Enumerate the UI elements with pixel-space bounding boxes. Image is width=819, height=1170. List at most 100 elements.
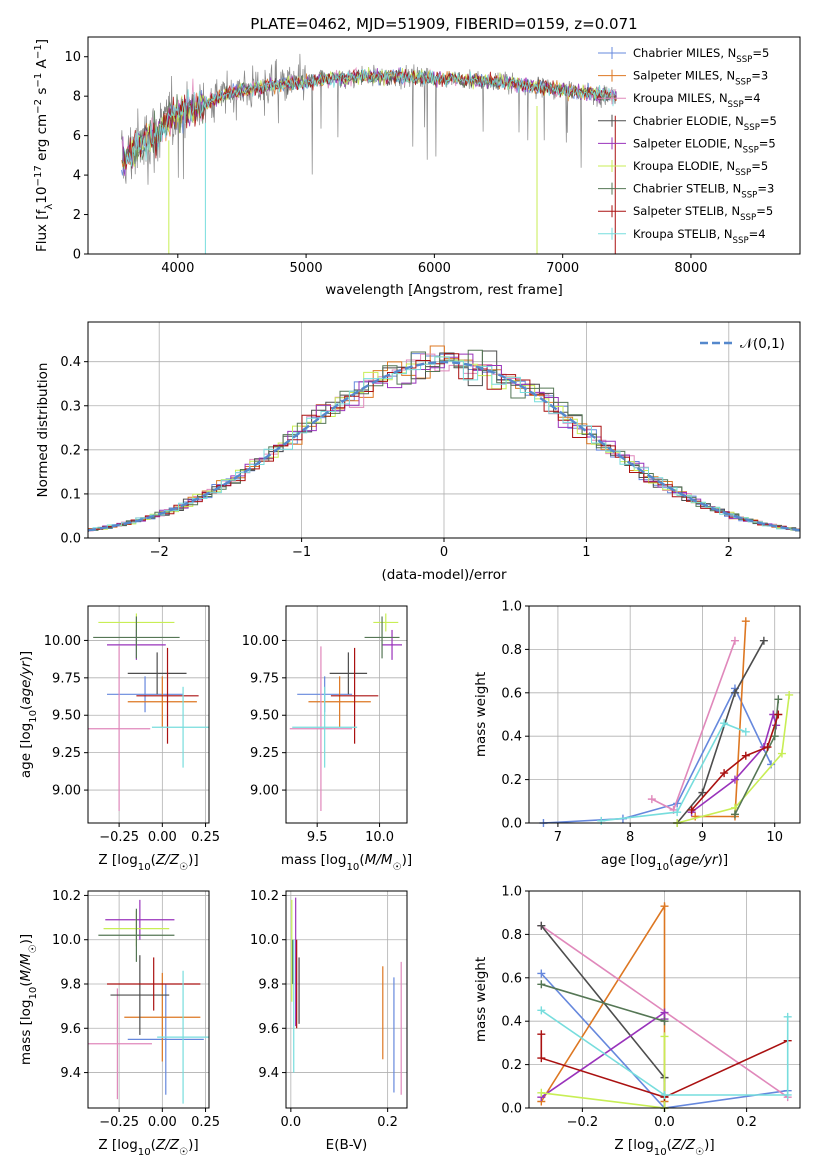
label-part: )] [188, 1137, 199, 1153]
label-part: ] [34, 39, 50, 44]
errorbar-point-kroupa_stelib [151, 686, 209, 768]
label-part: −2 [33, 99, 44, 114]
errorbar-point-chabrier_stelib [98, 908, 175, 962]
x-tick-label: −2 [150, 545, 169, 560]
y-tick-label: 1.0 [501, 600, 522, 615]
errorbar-point-kroupa_elodie [373, 613, 399, 632]
point-marker [647, 795, 656, 804]
label-part: SSP [740, 213, 756, 223]
series-line [540, 925, 666, 1108]
x-tick-label: 5000 [290, 261, 323, 276]
x-tick-label: 10 [766, 830, 783, 845]
model-spectrum-kroupa_elodie [122, 67, 617, 170]
y-axis-label: mass [log10(M/M☉)] [18, 934, 39, 1065]
label-part: ☉ [393, 862, 402, 873]
label-part: 10 [138, 1147, 151, 1158]
label-part: Z [log [98, 852, 137, 868]
label-part: λ [44, 204, 55, 210]
errorbar-point-chabrier_miles [127, 984, 204, 1095]
x-axis-label: Z [log10(Z/Z☉)] [98, 852, 198, 873]
model-spectrum-kroupa_stelib [124, 69, 617, 167]
label-part: Kroupa MILES, N [633, 91, 728, 105]
point-marker [730, 636, 739, 645]
y-tick-label: 0.2 [60, 443, 81, 458]
series-line [676, 694, 790, 824]
axes-frame [87, 605, 210, 824]
series-line [541, 983, 665, 1022]
x-tick-label: −1 [292, 545, 311, 560]
point-marker [720, 769, 729, 778]
point-marker [537, 1054, 546, 1063]
y-tick-label: 9.50 [52, 709, 81, 724]
label-part: =3 [757, 182, 774, 196]
y-tick-label: 0.0 [60, 532, 81, 547]
point-marker [785, 690, 794, 699]
label-part: 10 [28, 710, 39, 723]
y-tick-label: 0.4 [501, 1015, 522, 1030]
label-part: SSP [736, 55, 752, 65]
y-tick-label: 0.6 [501, 686, 522, 701]
label-part: =5 [751, 159, 768, 173]
series-chabrier_stelib [537, 980, 669, 1026]
x-tick-label: 7 [554, 830, 562, 845]
y-tick-label: 8 [73, 90, 81, 105]
x-axis-label: Z [log10(Z/Z☉)] [98, 1137, 198, 1158]
label-part: SSP [733, 236, 749, 246]
series-chabrier_stelib [730, 695, 783, 819]
label-part: 10 [28, 987, 39, 1000]
label-part: ( [669, 852, 674, 868]
axes-frame [87, 36, 801, 255]
point-marker [763, 743, 772, 752]
point-marker [777, 749, 786, 758]
y-tick-label: 9.8 [258, 978, 279, 993]
label-part: A [34, 58, 50, 72]
point-marker [660, 1032, 669, 1041]
label-part: Kroupa ELODIE, N [633, 159, 735, 173]
legend-label: Salpeter ELODIE, NSSP=5 [633, 136, 776, 155]
x-tick-label: 1 [582, 545, 590, 560]
histogram-salpeter_miles [88, 345, 800, 532]
x-axis-label: (data-model)/error [381, 567, 507, 583]
errorbars [289, 613, 403, 812]
errorbar-point-kroupa_miles [88, 988, 152, 1100]
y-tick-label: 10.0 [52, 933, 81, 948]
series-chabrier_elodie [673, 636, 768, 827]
errorbar-point-salpeter_miles [124, 972, 201, 1062]
errorbar-point-chabrier_stelib [364, 616, 400, 659]
errorbars [291, 897, 402, 1095]
errorbar-point-kroupa_miles [88, 646, 151, 812]
label-part: Flux [f [34, 208, 50, 252]
x-tick-label: 6000 [418, 261, 451, 276]
series-kroupa_miles [647, 636, 739, 814]
label-part: 10 [347, 862, 360, 873]
errorbar-point-chabrier_miles [107, 676, 184, 713]
errorbars [88, 613, 209, 812]
point-marker [687, 805, 696, 814]
y-tick-label: 9.6 [258, 1022, 279, 1037]
point-marker [673, 808, 682, 817]
y-tick-label: 9.6 [60, 1022, 81, 1037]
errorbars [88, 899, 209, 1104]
y-tick-label: 9.4 [258, 1066, 279, 1081]
y-tick-label: 10 [64, 50, 81, 65]
point-marker [730, 688, 739, 697]
axes-frame [285, 605, 408, 824]
y-tick-label: 9.75 [250, 671, 279, 686]
errorbar-point-salpeter_elodie [105, 899, 175, 940]
errorbar-point-salpeter_miles [308, 676, 371, 728]
legend-label: Kroupa STELIB, NSSP=4 [633, 227, 766, 246]
label-part: age [log [601, 852, 656, 868]
histogram-salpeter_elodie [88, 353, 800, 532]
y-tick-label: 9.00 [52, 784, 81, 799]
legend-label: Kroupa MILES, NSSP=4 [633, 91, 761, 110]
label-part: ( [359, 852, 364, 868]
x-tick-label: 2 [725, 545, 733, 560]
label-part: )] [18, 934, 34, 945]
label-part: =4 [749, 227, 766, 241]
y-tick-label: 9.75 [52, 671, 81, 686]
y-tick-label: 0.8 [501, 928, 522, 943]
label-part: ( [151, 1137, 156, 1153]
label-part: mass [log [18, 999, 34, 1065]
errorbar-point-kroupa_miles [289, 646, 353, 812]
series-kroupa_stelib [537, 1006, 792, 1099]
